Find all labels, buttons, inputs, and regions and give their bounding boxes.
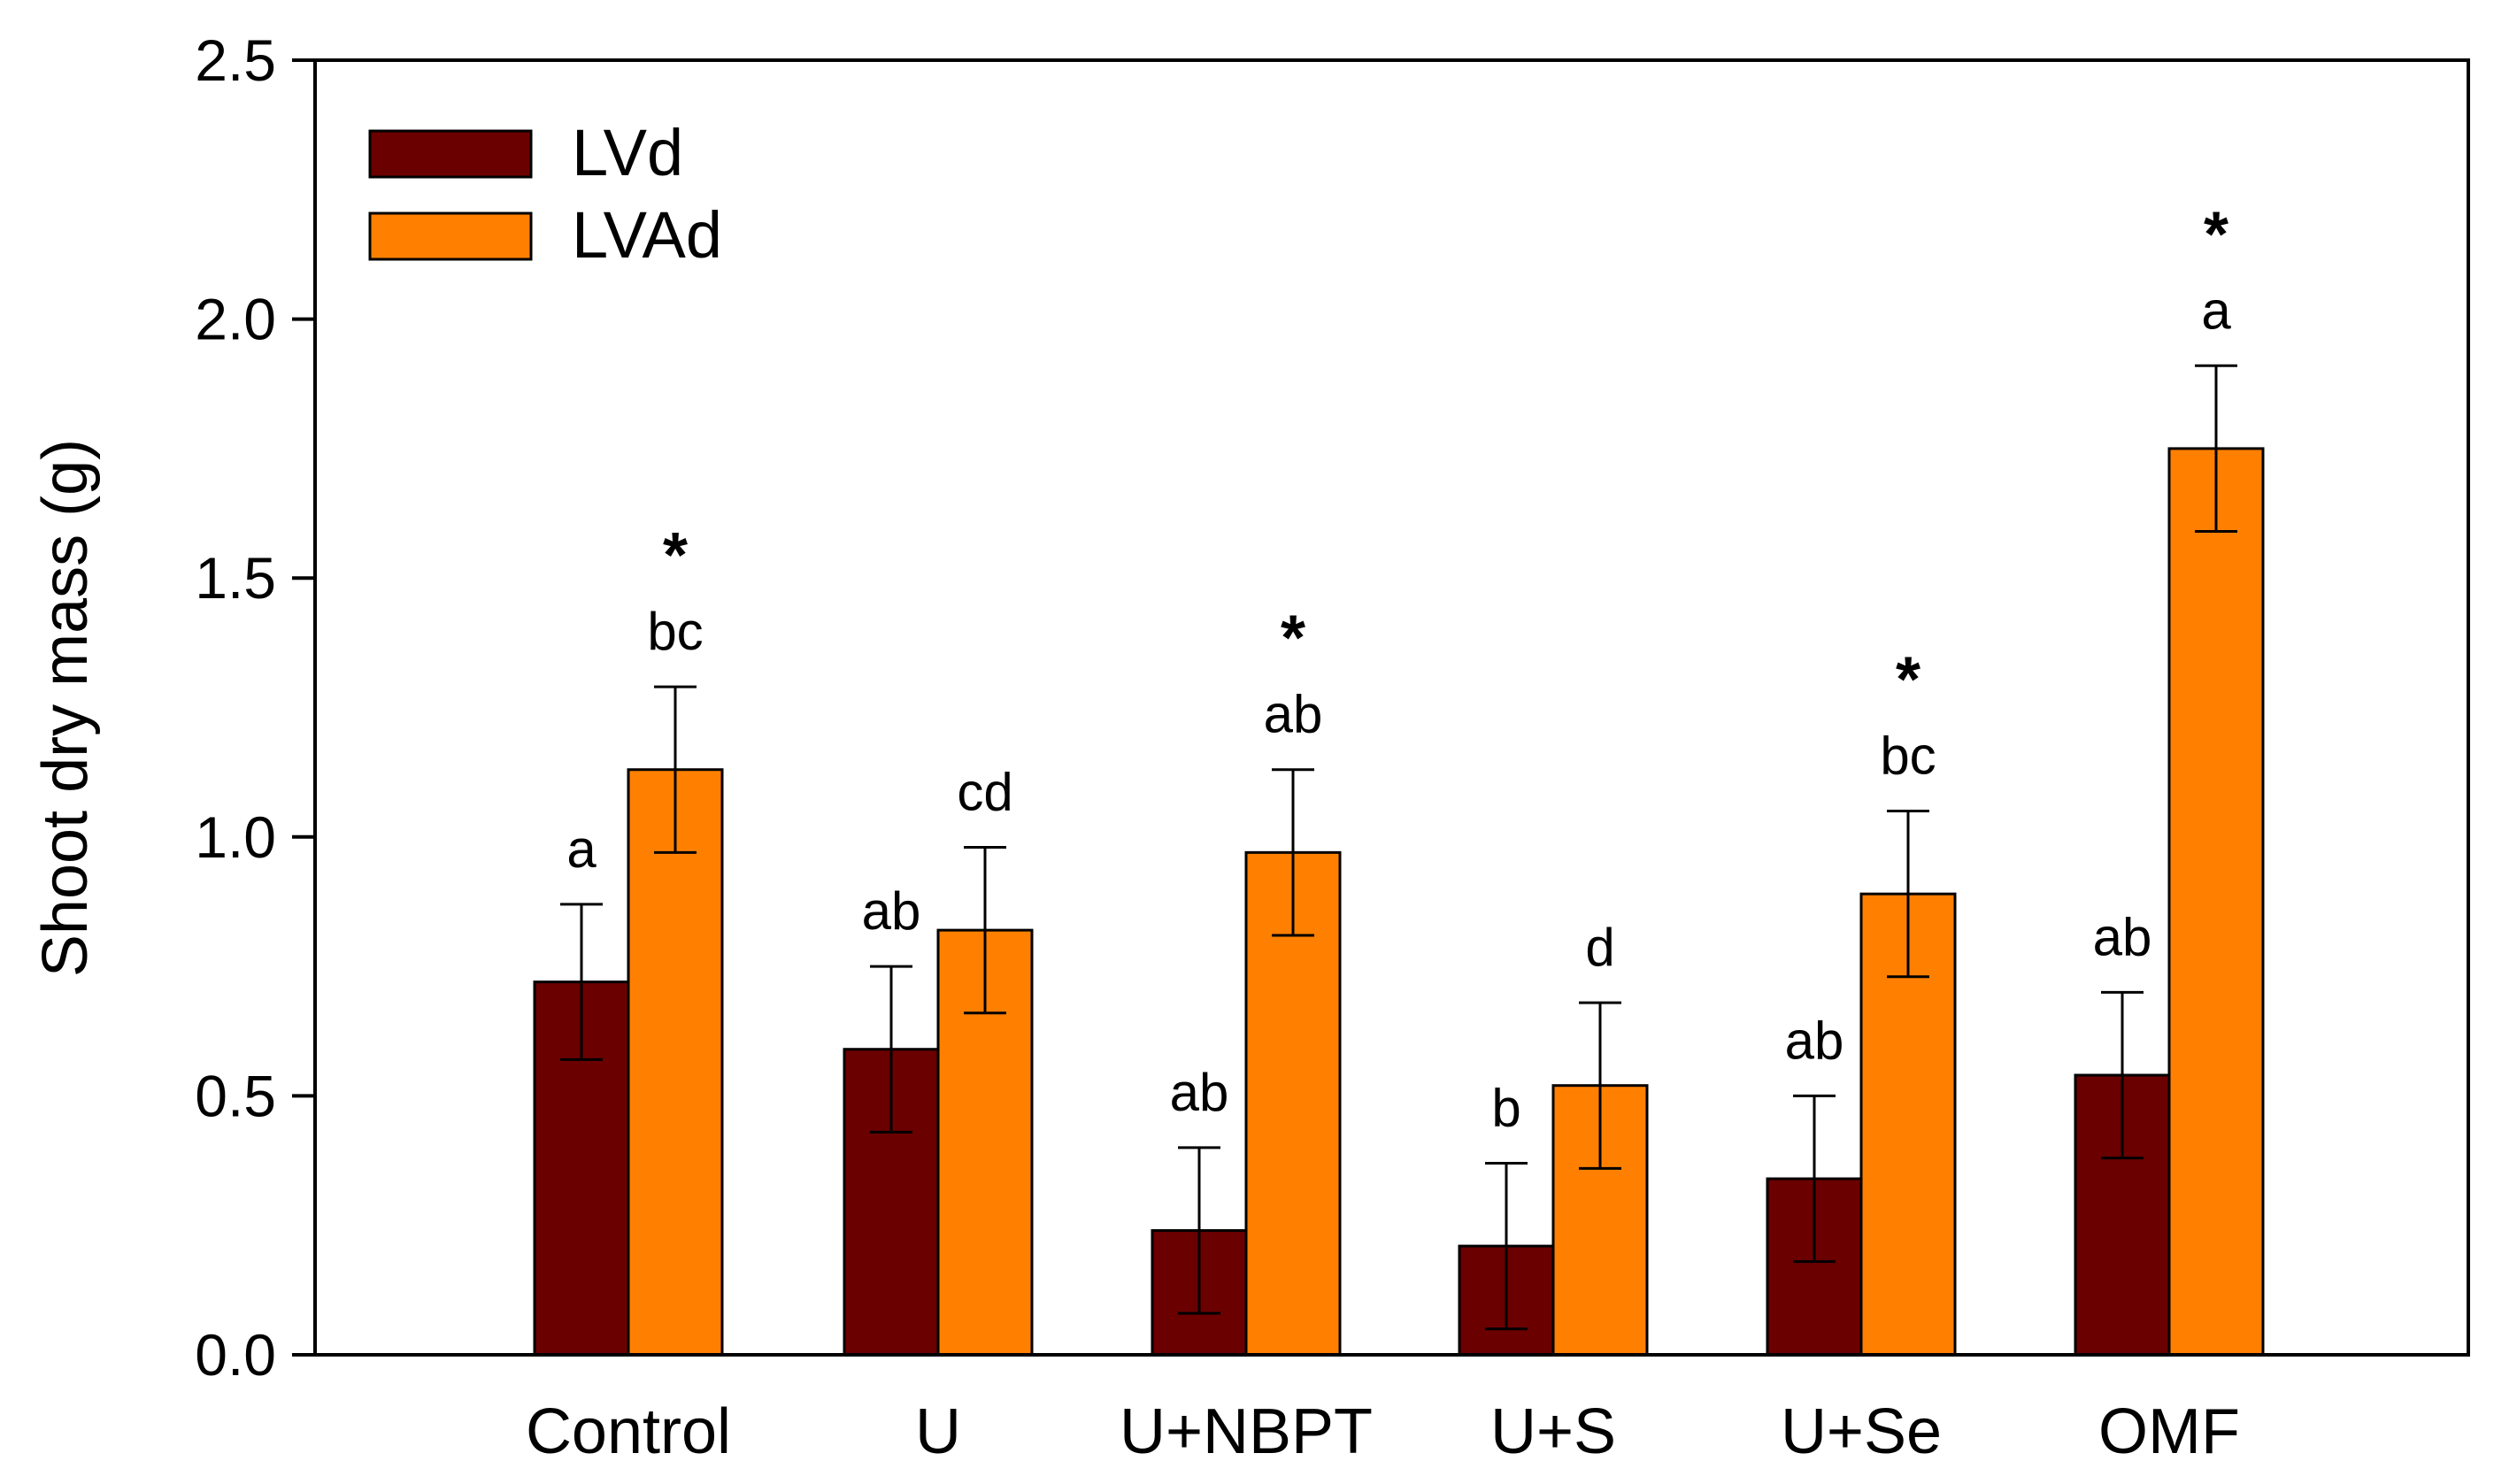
significance-letter: bc xyxy=(647,602,703,661)
x-category-label: Control xyxy=(526,1396,731,1467)
significance-letter: b xyxy=(1491,1078,1520,1137)
legend-label-lvad: LVAd xyxy=(572,198,722,272)
significance-letter: a xyxy=(2201,281,2231,340)
significance-letter: ab xyxy=(2093,907,2152,966)
y-tick-label: 2.0 xyxy=(195,287,276,352)
bar-lvad-5 xyxy=(2167,447,2265,1357)
x-axis-categories: Control U U+NBPT U+S U+Se OMF xyxy=(526,1396,2240,1467)
y-tick-label: 1.5 xyxy=(195,545,276,611)
x-category-label: OMF xyxy=(2098,1396,2240,1467)
legend-swatch-lvad xyxy=(368,211,533,261)
significance-letter: ab xyxy=(1170,1063,1229,1122)
y-axis-label: Shoot dry mass (g) xyxy=(30,439,101,977)
x-category-label: U+S xyxy=(1490,1396,1616,1467)
x-category-label: U+Se xyxy=(1781,1396,1942,1467)
plot-frame xyxy=(313,58,2470,1357)
bars xyxy=(533,447,2265,1357)
y-tick-label: 0.0 xyxy=(195,1322,276,1388)
significance-star: * xyxy=(663,520,688,591)
significance-letter: cd xyxy=(957,763,1012,822)
significance-letter: bc xyxy=(1880,727,1936,786)
y-tick-label: 2.5 xyxy=(195,27,276,93)
significance-star: * xyxy=(2204,199,2228,270)
bar-lvad-0 xyxy=(627,768,724,1357)
x-category-label: U xyxy=(915,1396,961,1467)
x-category-label: U+NBPT xyxy=(1120,1396,1373,1467)
significance-letter: a xyxy=(566,819,597,879)
significance-letter: ab xyxy=(1785,1011,1844,1070)
significance-star: * xyxy=(1281,604,1305,674)
significance-star: * xyxy=(1896,645,1920,716)
legend-swatch-lvd xyxy=(368,129,533,179)
significance-letter: ab xyxy=(1264,685,1323,744)
significance-letter: d xyxy=(1585,918,1614,977)
y-axis-ticks: 0.0 0.5 1.0 1.5 2.0 2.5 xyxy=(195,27,315,1388)
y-tick-label: 1.0 xyxy=(195,804,276,870)
significance-letter: ab xyxy=(862,881,921,941)
legend-label-lvd: LVd xyxy=(572,116,683,189)
legend: LVd LVAd xyxy=(368,116,722,272)
error-bars xyxy=(560,364,2237,1331)
y-tick-label: 0.5 xyxy=(195,1063,276,1128)
